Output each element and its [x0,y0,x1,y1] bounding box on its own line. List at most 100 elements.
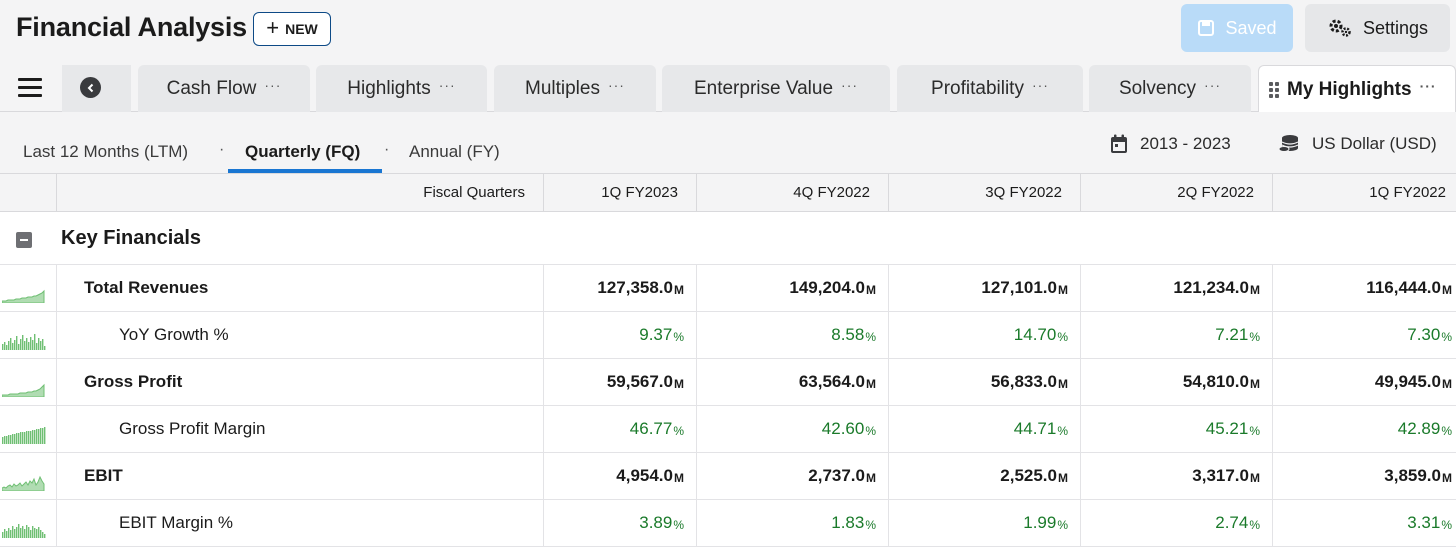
cell-value: 1.83 [831,513,865,532]
row-label[interactable]: Total Revenues [84,278,209,297]
column-header[interactable]: 4Q FY2022 [793,184,870,201]
cell-value: 9.37 [639,325,673,344]
cell-value: 116,444.0 [1366,278,1441,297]
more-icon[interactable]: ··· [1419,77,1437,94]
table-header-row: Fiscal Quarters 1Q FY2023 4Q FY2022 3Q F… [0,174,1456,212]
page-title: Financial Analysis [16,12,247,42]
app-header: Financial Analysis + NEW Saved Settings [0,0,1456,60]
table-cell: 49,945.0 M [1273,359,1456,405]
more-icon[interactable]: ··· [841,76,859,93]
column-header[interactable]: 1Q FY2023 [601,184,678,201]
table-cell: 121,234.0 M [1081,265,1272,311]
settings-button-label: Settings [1362,17,1429,38]
table-cell: 3.89% [544,500,696,546]
column-header[interactable]: 3Q FY2022 [985,184,1062,201]
tab-solvency[interactable]: Solvency ··· [1089,65,1251,112]
row-label[interactable]: YoY Growth % [119,325,229,344]
tab-profitability[interactable]: Profitability ··· [897,65,1083,112]
cell-unit: % [1249,517,1260,532]
cell-unit: M [1250,282,1260,297]
column-header[interactable]: 2Q FY2022 [1177,184,1254,201]
table-cell: 54,810.0 M [1081,359,1272,405]
cell-unit: M [1250,376,1260,391]
sparkline-icon[interactable] [2,463,46,491]
section-title: Key Financials [61,227,202,249]
more-icon[interactable]: ··· [264,76,282,93]
cell-value: 56,833.0 [990,372,1057,391]
row-label[interactable]: EBIT Margin % [119,513,234,532]
period-quarterly[interactable]: Quarterly (FQ) [245,142,361,161]
plus-icon: + [266,15,280,40]
cell-unit: % [865,423,876,438]
column-header[interactable]: 1Q FY2022 [1369,184,1446,201]
table-cell: 44.71% [889,406,1080,452]
period-ltm[interactable]: Last 12 Months (LTM) [23,142,189,161]
cell-value: 42.89 [1397,419,1441,438]
sparkline-icon[interactable] [2,416,46,444]
hamburger-menu-icon[interactable] [18,78,42,98]
new-button[interactable]: + NEW [253,12,331,46]
saved-button[interactable]: Saved [1181,4,1293,52]
currency-selector[interactable]: US Dollar (USD) [1278,134,1437,154]
date-range-label: 2013 - 2023 [1140,134,1231,153]
period-annual[interactable]: Annual (FY) [409,142,500,161]
cell-value: 3.89 [639,513,673,532]
cell-value: 49,945.0 [1374,372,1441,391]
table-cell: 149,204.0 M [697,265,888,311]
cell-unit: M [866,282,876,297]
cell-unit: % [1441,329,1452,344]
tab-label: Solvency [1118,77,1197,99]
cell-value: 8.58 [831,325,865,344]
sparkline-icon[interactable] [2,510,46,538]
sparkline-icon[interactable] [2,369,46,397]
table-cell: 2.74% [1081,500,1272,546]
settings-button[interactable]: Settings [1305,4,1450,52]
cell-value: 3.31 [1407,513,1441,532]
table-cell: 8.58% [697,312,888,358]
table-cell: 9.37% [544,312,696,358]
tab-my-highlights[interactable]: My Highlights ··· [1258,65,1456,113]
tab-multiples[interactable]: Multiples ··· [494,65,656,112]
date-range-selector[interactable]: 2013 - 2023 [1110,134,1231,154]
saved-button-label: Saved [1225,17,1277,38]
tab-label: Profitability [931,77,1024,99]
tab-cash-flow[interactable]: Cash Flow ··· [138,65,310,112]
coins-icon [1278,135,1299,152]
active-period-indicator [228,169,382,173]
cell-value: 63,564.0 [798,372,865,391]
collapse-icon[interactable] [16,232,32,248]
more-icon[interactable]: ··· [1204,76,1222,93]
more-icon[interactable]: ··· [438,76,456,93]
sparkline-icon[interactable] [2,275,46,303]
row-label[interactable]: EBIT [84,466,123,485]
cell-unit: M [1442,376,1452,391]
cell-unit: M [1442,470,1452,485]
table-row: EBIT 4,954.0 M 2,737.0 M 2,525.0 M 3,317.0 M 3,85… [0,453,1456,500]
row-label[interactable]: Gross Profit Margin [119,419,266,438]
cell-unit: M [674,282,684,297]
floppy-disk-icon [1198,20,1215,36]
row-label[interactable]: Gross Profit [84,372,183,391]
cell-value: 14.70 [1013,325,1057,344]
more-icon[interactable]: ··· [1031,76,1049,93]
tab-enterprise-value[interactable]: Enterprise Value ··· [662,65,890,112]
more-icon[interactable]: ··· [607,76,625,93]
cell-unit: M [1442,282,1452,297]
tab-label: Highlights [347,77,431,99]
sparkline-icon[interactable] [2,322,46,350]
cell-unit: % [865,517,876,532]
drag-handle-icon[interactable] [1269,81,1279,98]
cell-value: 2,525.0 [1000,466,1057,485]
cell-value: 121,234.0 [1173,278,1249,297]
cell-value: 7.21 [1215,325,1249,344]
gears-icon [1329,19,1351,37]
tab-label: My Highlights [1287,78,1412,100]
period-separator: · [384,141,390,158]
table-cell: 45.21% [1081,406,1272,452]
cell-value: 2,737.0 [808,466,865,485]
tab-highlights[interactable]: Highlights ··· [316,65,487,112]
chevron-left-icon[interactable] [80,77,101,98]
table-cell: 3,859.0 M [1273,453,1456,499]
cell-value: 54,810.0 [1182,372,1249,391]
cell-value: 4,954.0 [616,466,673,485]
